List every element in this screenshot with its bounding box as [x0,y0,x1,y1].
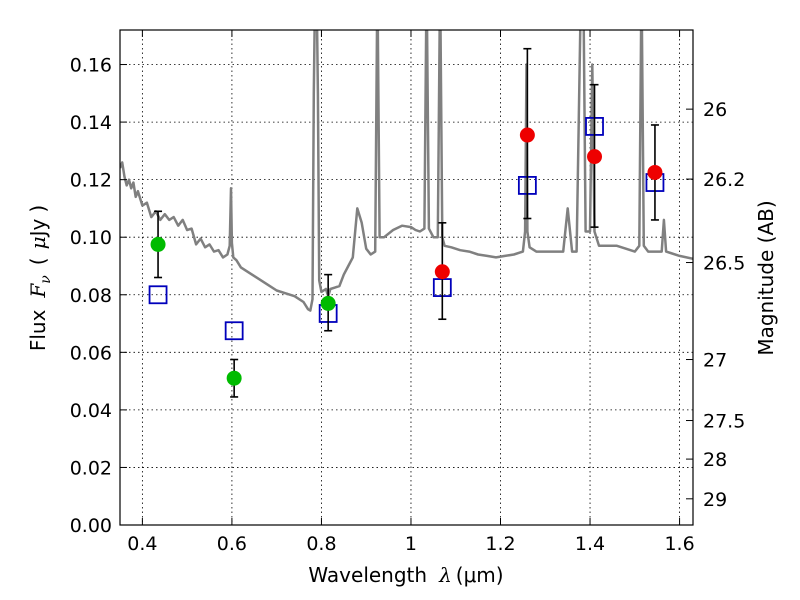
y2-axis-title: Magnitude (AB) [754,200,778,355]
y2-tick-label: 26.2 [703,169,745,191]
x-tick-label: 0.6 [217,533,247,555]
data-point [647,164,663,180]
data-point [226,370,242,386]
x-axis-title: Wavelength λ (μm) [308,563,503,587]
data-point [320,295,336,311]
y2-tick-label: 27.5 [703,411,745,433]
data-point [434,264,450,280]
x-tick-label: 1.2 [485,533,515,555]
spectrum-line [120,30,693,312]
x-tick-label: 1.6 [664,533,694,555]
x-tick-label: 0.4 [127,533,157,555]
y-tick-label: 0.12 [70,170,112,192]
model-square-point [224,321,244,341]
y2-tick-label: 26 [703,99,727,121]
y-tick-label: 0.04 [70,400,112,422]
y-tick-label: 0.00 [70,515,112,537]
data-point [587,149,603,165]
x-tick-label: 0.8 [306,533,336,555]
y-tick-label: 0.06 [70,342,112,364]
y2-tick-label: 28 [703,449,727,471]
plot-area [120,30,693,398]
y2-tick-label: 29 [703,489,727,511]
y-tick-label: 0.02 [70,457,112,479]
grid-lines [120,30,693,526]
data-point [519,127,535,143]
x-tick-label: 1 [405,533,417,555]
y2-tick-label: 26.5 [703,253,745,275]
y-tick-label: 0.10 [70,227,112,249]
model-square-point [148,285,168,305]
x-tick-label: 1.4 [575,533,605,555]
y-tick-label: 0.08 [70,285,112,307]
y2-tick-label: 27 [703,350,727,372]
y-tick-label: 0.14 [70,112,112,134]
y-tick-label: 0.16 [70,55,112,77]
plot-frame [119,29,694,526]
data-point [150,236,166,252]
y-axis-title: FluxFν(μJy) [26,205,54,351]
axis-ticks: 0.4 0.6 0.8 1 1.2 1.4 1.6 0.00 0.02 0.04 0.06 0.08 0… [70,30,745,555]
